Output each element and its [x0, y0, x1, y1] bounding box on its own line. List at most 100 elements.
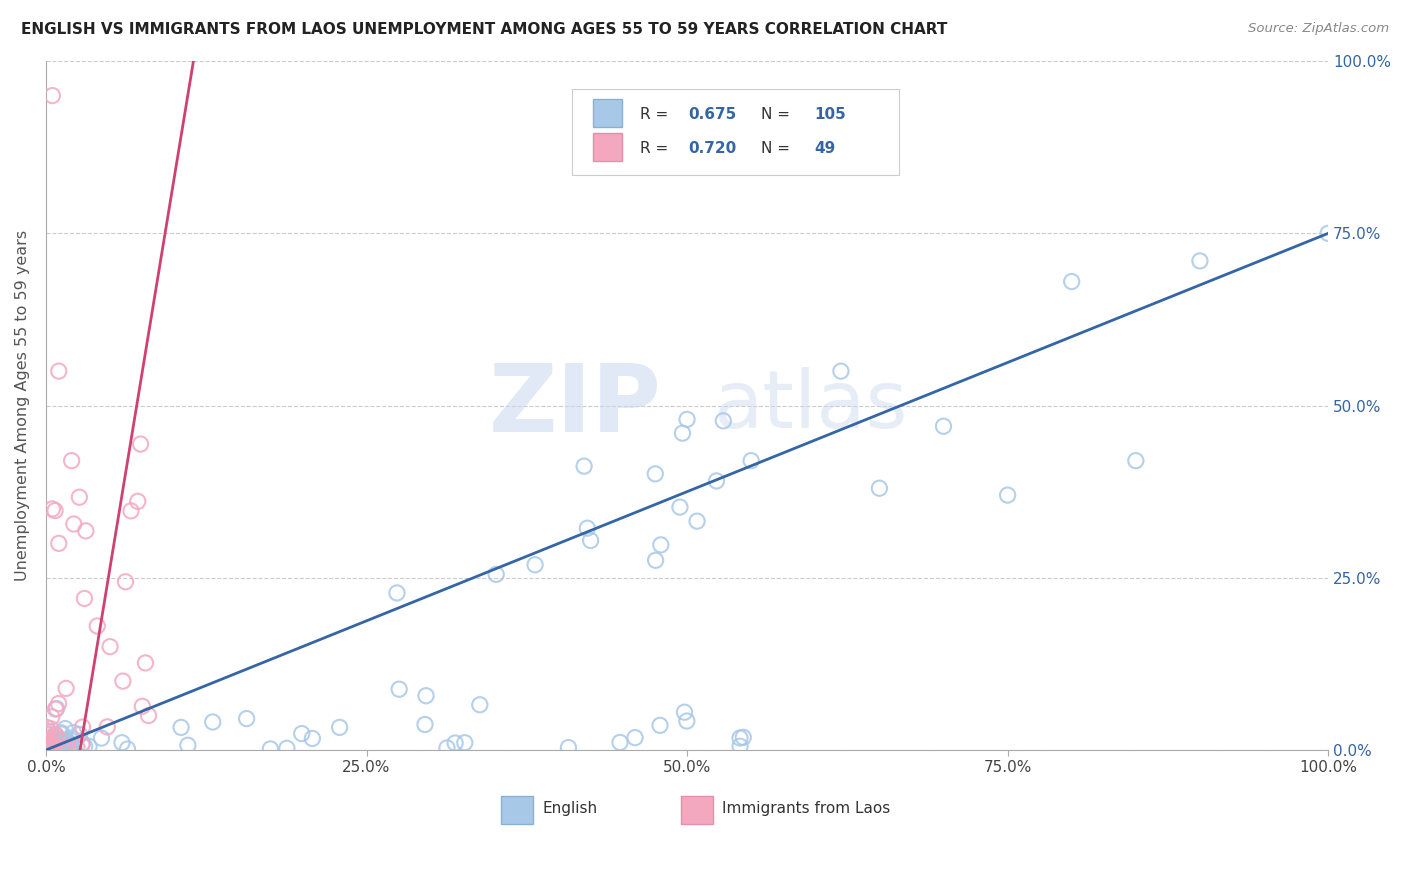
Point — [388, 682, 411, 697]
Point — [45, 742, 67, 756]
Point — [66, 739, 89, 754]
Point — [1317, 227, 1340, 241]
Point — [44, 503, 66, 517]
Point — [686, 514, 709, 528]
Point — [35, 720, 58, 734]
Point — [129, 437, 152, 451]
Bar — [501, 797, 533, 823]
Point — [117, 742, 139, 756]
Point — [39, 733, 62, 747]
Text: atlas: atlas — [713, 367, 907, 444]
Point — [42, 742, 65, 756]
Point — [67, 490, 90, 504]
Point — [45, 739, 67, 754]
Point — [45, 734, 67, 748]
Point — [259, 742, 281, 756]
Point — [648, 718, 671, 732]
Point — [53, 735, 76, 749]
Point — [48, 734, 70, 748]
Point — [170, 720, 193, 734]
Point — [45, 728, 67, 742]
Point — [60, 742, 83, 756]
Point — [868, 481, 890, 495]
Point — [41, 710, 63, 724]
Point — [45, 740, 67, 755]
Point — [48, 739, 70, 754]
Point — [56, 735, 79, 749]
Point — [75, 524, 97, 538]
Point — [650, 538, 672, 552]
Point — [127, 494, 149, 508]
Point — [42, 739, 65, 753]
Point — [413, 717, 436, 731]
Point — [42, 732, 65, 747]
Point — [59, 741, 82, 756]
Point — [48, 733, 70, 747]
Bar — [593, 99, 621, 127]
Point — [46, 740, 69, 755]
Point — [676, 714, 699, 728]
Point — [1188, 253, 1211, 268]
Point — [53, 741, 76, 756]
Point — [53, 741, 76, 756]
Point — [37, 734, 59, 748]
Point — [55, 681, 77, 696]
Point — [624, 731, 647, 745]
Point — [55, 742, 77, 756]
Point — [48, 697, 70, 711]
Point — [72, 720, 94, 734]
Point — [70, 738, 93, 752]
Point — [644, 553, 666, 567]
Point — [45, 736, 67, 750]
Point — [41, 740, 63, 755]
Point — [37, 741, 59, 756]
Point — [41, 739, 63, 753]
Point — [114, 574, 136, 589]
Point — [42, 739, 65, 754]
Point — [72, 736, 94, 750]
FancyBboxPatch shape — [572, 88, 898, 175]
Text: Immigrants from Laos: Immigrants from Laos — [721, 801, 890, 816]
Point — [96, 720, 118, 734]
Point — [90, 731, 112, 745]
Point — [37, 738, 59, 752]
Point — [201, 714, 224, 729]
Text: English: English — [543, 801, 598, 816]
Point — [49, 741, 72, 756]
Point — [39, 741, 62, 756]
Text: ZIP: ZIP — [488, 359, 661, 451]
Text: ENGLISH VS IMMIGRANTS FROM LAOS UNEMPLOYMENT AMONG AGES 55 TO 59 YEARS CORRELATI: ENGLISH VS IMMIGRANTS FROM LAOS UNEMPLOY… — [21, 22, 948, 37]
Point — [49, 732, 72, 747]
Point — [59, 737, 82, 751]
Point — [42, 742, 65, 756]
Point — [62, 725, 84, 739]
Point — [69, 727, 91, 741]
Point — [51, 725, 73, 739]
Point — [557, 740, 579, 755]
Point — [53, 739, 76, 754]
Point — [60, 731, 83, 745]
Point — [235, 712, 257, 726]
Point — [53, 722, 76, 736]
Point — [60, 453, 83, 467]
Point — [37, 728, 59, 742]
Point — [48, 733, 70, 747]
Point — [932, 419, 955, 434]
Point — [138, 708, 160, 723]
Text: 0.720: 0.720 — [689, 141, 737, 156]
Point — [671, 426, 693, 441]
Point — [740, 453, 762, 467]
Point — [415, 689, 437, 703]
Text: 49: 49 — [814, 141, 835, 156]
Point — [609, 735, 631, 749]
Point — [329, 720, 352, 734]
Point — [39, 732, 62, 747]
Point — [1060, 275, 1083, 289]
Point — [38, 732, 60, 747]
Point — [385, 586, 408, 600]
Point — [37, 741, 59, 756]
Point — [276, 741, 298, 756]
Point — [524, 558, 547, 572]
Point — [579, 533, 602, 548]
Point — [77, 739, 100, 754]
